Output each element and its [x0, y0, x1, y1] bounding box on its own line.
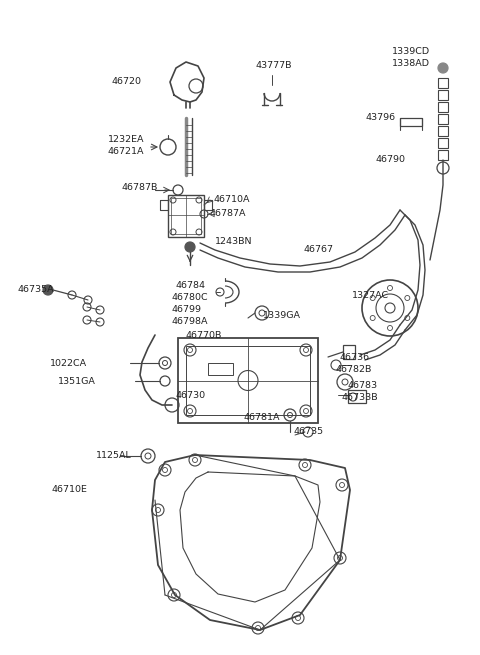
Text: 46790: 46790 — [375, 155, 405, 164]
Bar — [438, 90, 448, 100]
Text: 46780C: 46780C — [172, 293, 209, 301]
Circle shape — [185, 242, 195, 252]
Bar — [438, 114, 448, 124]
Bar — [400, 118, 422, 126]
Text: 1232EA: 1232EA — [108, 134, 144, 143]
Circle shape — [438, 63, 448, 73]
Bar — [438, 138, 448, 148]
Text: 1339GA: 1339GA — [263, 310, 301, 320]
Text: 46782B: 46782B — [336, 365, 372, 375]
Text: 46710A: 46710A — [213, 195, 250, 204]
Bar — [208, 363, 233, 375]
Text: 46783: 46783 — [347, 381, 377, 390]
Bar — [438, 102, 448, 112]
Bar — [178, 338, 318, 423]
Text: 46736: 46736 — [340, 352, 370, 362]
Text: 1125AL: 1125AL — [96, 451, 132, 460]
Circle shape — [43, 285, 53, 295]
Text: 46784: 46784 — [175, 280, 205, 290]
Text: 46767: 46767 — [303, 244, 333, 253]
Text: 46787A: 46787A — [209, 208, 245, 217]
Bar — [343, 345, 355, 359]
Text: 1339CD: 1339CD — [392, 48, 430, 56]
Text: 46770B: 46770B — [185, 331, 221, 339]
Text: 1338AD: 1338AD — [392, 58, 430, 67]
Bar — [171, 198, 201, 234]
Text: 1243BN: 1243BN — [215, 236, 252, 246]
Text: 46798A: 46798A — [172, 316, 208, 326]
Text: 43796: 43796 — [365, 113, 395, 121]
Bar — [438, 78, 448, 88]
Text: 46720: 46720 — [112, 77, 142, 86]
Bar — [438, 150, 448, 160]
Text: 46730: 46730 — [175, 390, 205, 400]
Text: 46799: 46799 — [172, 305, 202, 314]
Text: 46781A: 46781A — [243, 413, 279, 422]
Text: 43777B: 43777B — [255, 62, 291, 71]
Text: 1351GA: 1351GA — [58, 377, 96, 386]
Text: 1327AC: 1327AC — [352, 291, 389, 299]
Bar — [348, 390, 366, 403]
Text: 46735: 46735 — [293, 428, 323, 436]
Text: 46787B: 46787B — [122, 183, 158, 193]
Text: 46733B: 46733B — [341, 394, 378, 403]
Text: 46721A: 46721A — [108, 147, 144, 155]
Text: 46735A: 46735A — [18, 286, 55, 295]
Text: 46710E: 46710E — [52, 485, 88, 495]
Bar — [168, 195, 204, 237]
Bar — [186, 346, 310, 415]
Bar — [438, 126, 448, 136]
Text: 1022CA: 1022CA — [50, 358, 87, 367]
